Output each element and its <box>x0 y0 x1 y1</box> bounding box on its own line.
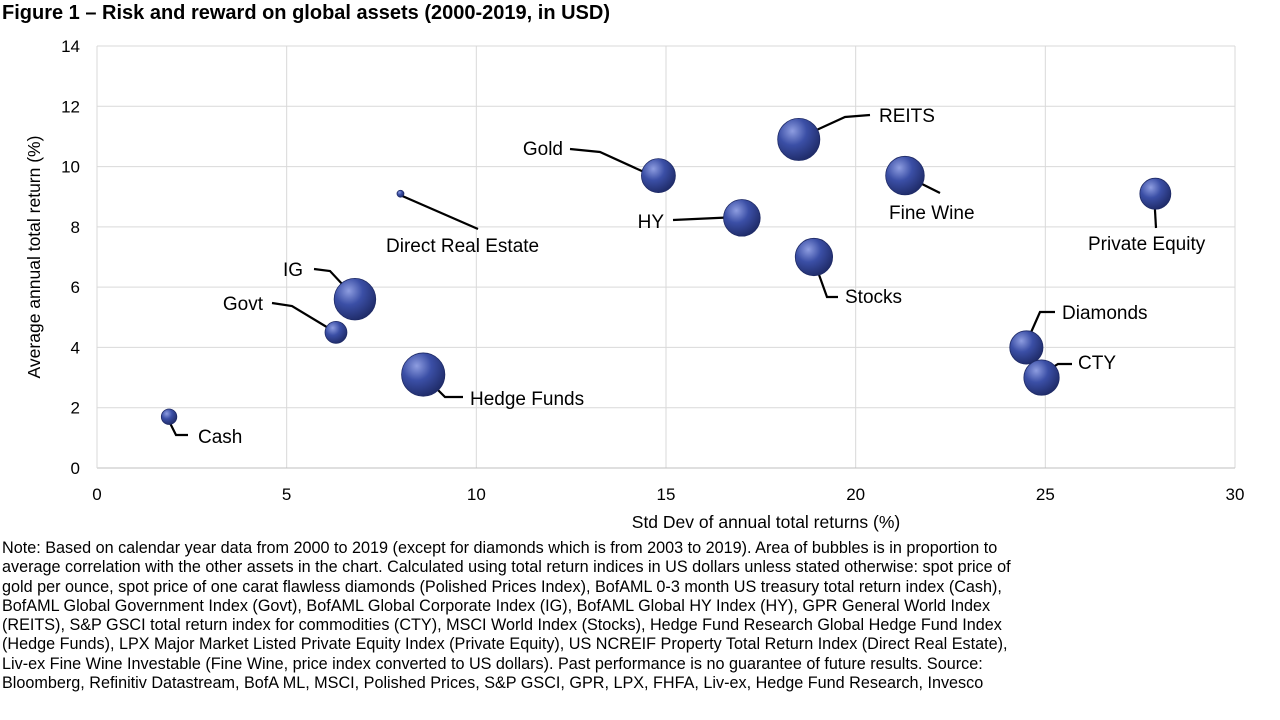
y-tick-label: 10 <box>61 158 80 177</box>
bubble-govt <box>324 320 348 344</box>
bubble-chart: 0 5 10 15 20 25 30 0 2 4 6 8 10 12 14 Std Dev of annual… <box>24 37 1244 532</box>
bubble-ig <box>333 278 377 321</box>
bubble-label-stocks: Stocks <box>845 287 902 308</box>
y-tick-label: 12 <box>61 97 80 116</box>
x-tick-label: 15 <box>657 485 676 504</box>
bubble-label-diamonds: Diamonds <box>1062 303 1148 324</box>
chart-note: Note: Based on calendar year data from 2… <box>2 539 1011 693</box>
bubble-private-equity <box>1139 177 1172 210</box>
bubble-label-direct-real-estate: Direct Real Estate <box>386 236 539 257</box>
bubble-cash <box>160 408 178 425</box>
bubble-label-reits: REITS <box>879 106 935 127</box>
x-axis-title: Std Dev of annual total returns (%) <box>632 512 900 532</box>
bubble-label-cty: CTY <box>1078 353 1116 374</box>
bubble-reits <box>777 117 821 161</box>
y-tick-label: 2 <box>71 399 80 418</box>
bubble-fine-wine <box>885 155 925 196</box>
bubble-labels: Cash Govt IG Hedge Funds Direct Real Estate G… <box>198 106 1206 448</box>
bubble-hy <box>723 199 761 237</box>
bubble-label-fine-wine: Fine Wine <box>889 203 975 224</box>
bubble-label-cash: Cash <box>198 427 242 448</box>
axes: 0 5 10 15 20 25 30 0 2 4 6 8 10 12 14 Std Dev of annual… <box>24 37 1244 532</box>
bubble-label-hy: HY <box>638 212 665 233</box>
bubble-label-ig: IG <box>283 260 303 281</box>
gridlines <box>97 45 1236 468</box>
bubbles <box>160 117 1172 425</box>
x-tick-label: 5 <box>282 485 291 504</box>
bubble-label-hedge-funds: Hedge Funds <box>470 389 584 410</box>
y-axis-title: Average annual total return (%) <box>24 136 44 379</box>
y-tick-label: 6 <box>71 278 80 297</box>
x-tick-label: 25 <box>1036 485 1055 504</box>
leader-line <box>271 301 336 333</box>
chart-title: Figure 1 – Risk and reward on global ass… <box>2 2 610 24</box>
x-tick-label: 0 <box>92 485 101 504</box>
bubble-label-private-equity: Private Equity <box>1088 234 1206 255</box>
leader-line <box>399 193 479 231</box>
bubble-stocks <box>794 237 834 277</box>
leader-line <box>569 147 656 179</box>
bubble-hedge-funds <box>401 352 446 397</box>
bubble-label-gold: Gold <box>523 139 563 160</box>
y-tick-label: 14 <box>61 37 80 56</box>
x-tick-label: 10 <box>467 485 486 504</box>
bubble-diamonds <box>1009 330 1044 365</box>
y-tick-label: 0 <box>71 459 80 478</box>
x-tick-label: 30 <box>1226 485 1245 504</box>
bubble-gold <box>641 158 676 193</box>
bubble-cty <box>1023 359 1060 396</box>
bubble-label-govt: Govt <box>223 294 264 315</box>
y-tick-label: 8 <box>71 218 80 237</box>
bubble-direct-real-estate <box>396 189 405 198</box>
x-tick-label: 20 <box>846 485 865 504</box>
y-tick-label: 4 <box>71 338 80 357</box>
